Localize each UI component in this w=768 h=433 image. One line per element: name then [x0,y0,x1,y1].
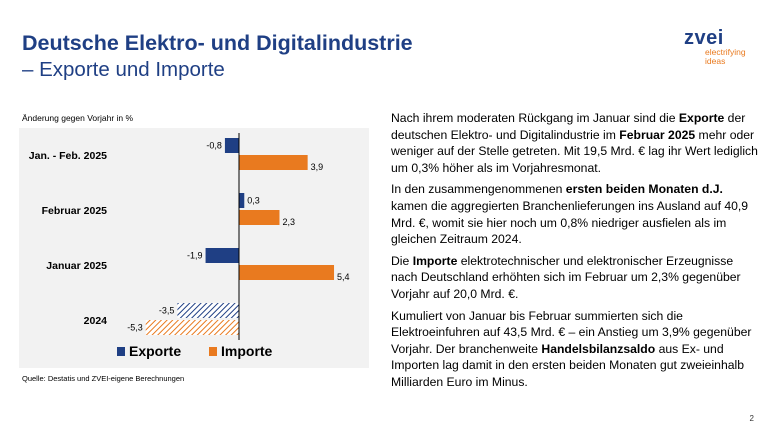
commentary-bold-text: Handelsbilanzsaldo [541,341,656,356]
commentary-paragraph: Kumuliert von Januar bis Februar summier… [391,308,761,391]
export-value-label: 0,3 [247,196,260,206]
commentary-text-run: In den zusammengenommenen [391,182,566,197]
import-value-label: -5,3 [127,323,143,333]
page-number: 2 [749,414,754,423]
logo-tagline-1: electrifying [705,47,746,57]
legend-label-imports: Importe [221,343,273,359]
logo-word: zvei [684,27,724,49]
category-label: 2024 [84,315,108,327]
logo-tagline-2: ideas [705,56,726,66]
chart-source: Quelle: Destatis und ZVEI-eigene Berechn… [22,374,185,383]
commentary-text-run: mehr oder weniger auf der Stelle getrete… [391,127,758,175]
commentary-bold-text: Importe [412,253,458,268]
zvei-logo: zvei electrifying ideas [684,28,754,66]
page-subtitle: – Exporte und Importe [22,58,225,81]
import-value-label: 5,4 [337,272,350,282]
commentary-text-run: Kumuliert von Januar bis Februar summier… [391,308,752,356]
export-bar [205,248,239,263]
commentary-text-run: der deutschen Elektro- und Digitalindust… [391,111,746,142]
commentary-text: Nach ihrem moderaten Rückgang im Januar … [391,110,761,396]
category-label: Jan. - Feb. 2025 [29,150,107,162]
commentary-paragraph: Die Importe elektrotechnischer und elekt… [391,253,761,303]
export-value-label: -1,9 [187,251,203,261]
legend-swatch-imports [209,347,217,356]
legend-label-exports: Exporte [129,343,181,359]
export-bar [224,138,239,153]
chart-panel: Jan. - Feb. 2025 -0,8 3,9 Februar 2025 0,3 2,… [19,128,369,368]
page-title: Deutsche Elektro- und Digitalindustrie [22,31,413,55]
commentary-text-run: kamen die aggregierten Branchenlieferung… [391,198,749,247]
commentary-bold-text: Februar 2025 [619,127,696,142]
export-value-label: -3,5 [159,306,175,316]
category-label: Januar 2025 [46,260,107,272]
commentary-bold-text: ersten beiden Monaten d.J. [565,182,723,197]
import-value-label: 3,9 [311,162,324,172]
import-bar [239,155,308,170]
commentary-text-run: Die [391,253,413,268]
bar-chart: Jan. - Feb. 2025 -0,8 3,9 Februar 2025 0,3 2,… [29,133,350,359]
legend-swatch-exports [117,347,125,356]
commentary-text-run: Nach ihrem moderaten Rückgang im Januar … [391,111,679,125]
export-bar [177,303,239,318]
chart-axis-label: Änderung gegen Vorjahr in % [22,113,134,123]
import-bar [239,265,335,280]
export-value-label: -0,8 [206,141,222,151]
import-value-label: 2,3 [282,217,295,227]
commentary-bold-text: Exporte [678,111,725,125]
commentary-paragraph: Nach ihrem moderaten Rückgang im Januar … [391,110,761,176]
commentary-text-run: aus Ex- und Importen lag damit in den er… [391,341,744,389]
commentary-paragraph: In den zusammengenommenen ersten beiden … [391,181,761,247]
export-bar [239,193,245,208]
import-bar [145,320,239,335]
commentary-text-run: elektrotechnischer und elektronischer Er… [391,253,741,301]
category-label: Februar 2025 [42,205,108,217]
import-bar [239,210,280,225]
